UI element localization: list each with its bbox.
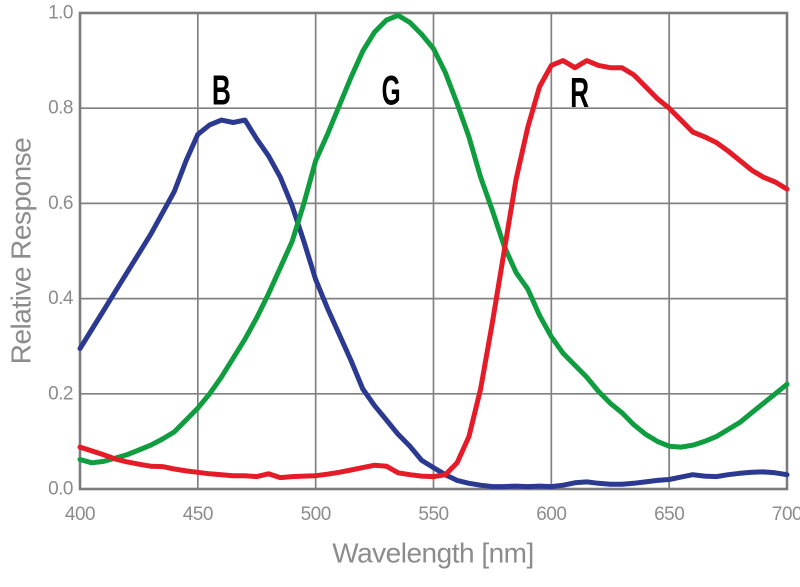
y-axis-title: Relative Response <box>6 138 37 365</box>
y-tick-label: 0.2 <box>48 383 73 404</box>
y-tick-label: 0.4 <box>48 288 74 309</box>
x-tick-labels: 400 450 500 550 600 650 700 <box>65 504 800 525</box>
y-tick-label: 0.0 <box>48 479 73 500</box>
y-tick-label: 1.0 <box>48 3 73 24</box>
curve-label-G: G <box>382 67 401 114</box>
x-tick-label: 450 <box>183 504 213 525</box>
y-tick-label: 0.6 <box>48 193 73 214</box>
x-tick-label: 650 <box>654 504 684 525</box>
x-tick-label: 700 <box>772 504 800 525</box>
x-tick-label: 600 <box>536 504 566 525</box>
series-line-R <box>77 58 790 481</box>
series-lines <box>77 12 790 490</box>
y-tick-label: 0.8 <box>48 98 73 119</box>
series-line-G <box>77 12 790 466</box>
curve-label-B: B <box>212 67 231 114</box>
series-line-B <box>77 117 790 490</box>
y-tick-labels: 0.0 0.2 0.4 0.6 0.8 1.0 <box>48 3 74 500</box>
plot-frame <box>78 11 789 491</box>
x-tick-label: 550 <box>418 504 448 525</box>
x-tick-label: 400 <box>65 504 95 525</box>
x-axis-title: Wavelength [nm] <box>332 538 534 569</box>
curve-label-R: R <box>570 69 589 116</box>
x-tick-label: 500 <box>301 504 331 525</box>
